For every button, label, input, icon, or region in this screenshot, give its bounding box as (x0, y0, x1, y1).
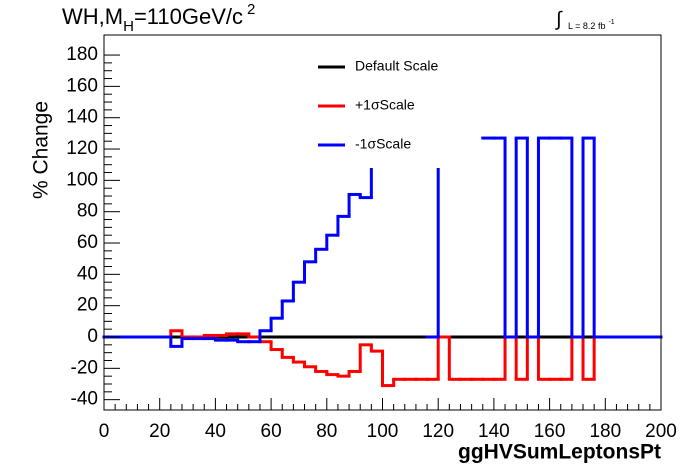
y-tick-label: -20 (71, 357, 98, 378)
x-tick-label: 60 (261, 421, 282, 442)
x-axis-label: ggHVSumLeptonsPt (458, 441, 661, 464)
y-tick-label: 140 (66, 107, 98, 128)
plot-area (102, 136, 663, 388)
y-tick-label: 160 (66, 75, 98, 96)
legend-label: -1σScale (355, 136, 411, 152)
x-tick-label: 120 (422, 421, 454, 442)
x-tick-label: 40 (205, 421, 226, 442)
y-tick-label: -40 (71, 389, 98, 410)
x-tick-label: 100 (367, 421, 399, 442)
x-tick-label: 20 (149, 421, 170, 442)
y-tick-label: 100 (66, 169, 98, 190)
legend-label: Default Scale (355, 58, 438, 74)
y-tick-label: 120 (66, 138, 98, 159)
x-tick-label: 180 (589, 421, 621, 442)
y-tick-label: 20 (77, 295, 98, 316)
y-tick-label: 40 (77, 263, 98, 284)
chart-title: WH,MH=110GeV/c 2 (62, 1, 255, 35)
x-tick-label: 200 (645, 421, 677, 442)
y-tick-label: 0 (87, 326, 98, 347)
lumi-annotation: L = 8.2 fb -1 (568, 19, 615, 32)
y-tick-label: 80 (77, 201, 98, 222)
y-tick-label: 60 (77, 232, 98, 253)
integral-sign: ∫ (555, 8, 563, 30)
x-tick-label: 160 (534, 421, 566, 442)
legend-label: +1σScale (355, 97, 415, 113)
x-tick-label: 140 (478, 421, 510, 442)
x-tick-label: 80 (316, 421, 337, 442)
x-tick-label: 0 (99, 421, 110, 442)
y-axis-label: % Change (30, 101, 53, 199)
y-tick-label: 180 (66, 44, 98, 65)
